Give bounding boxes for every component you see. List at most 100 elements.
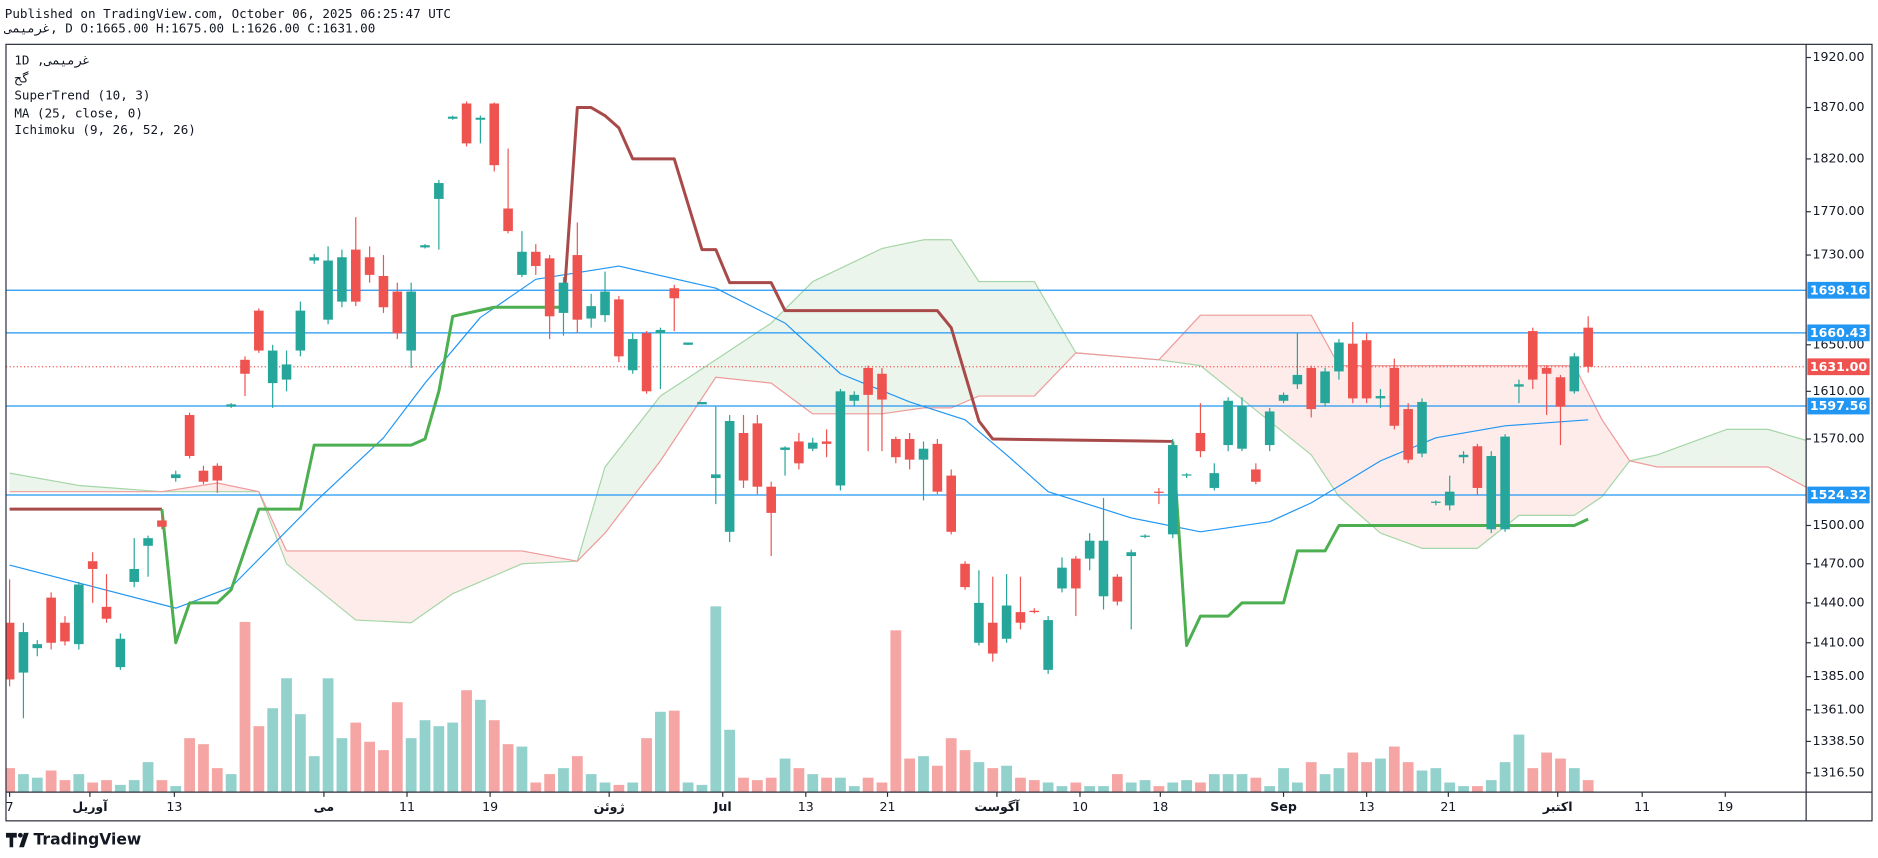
price-label-box — [1807, 397, 1870, 415]
volume-bar — [1458, 786, 1469, 793]
cloud-fill — [1200, 315, 1312, 455]
volume-bar — [1111, 774, 1123, 793]
volume-bar — [502, 744, 514, 793]
cloud-fill — [923, 239, 952, 408]
candle-body — [74, 584, 84, 645]
volume-bar — [488, 720, 500, 793]
volume-bar — [239, 621, 251, 793]
x-tick-label: 13 — [1359, 799, 1375, 814]
x-tick-label: 11 — [1634, 799, 1650, 814]
volume-bar — [45, 770, 57, 793]
y-tick-label: 1440.00 — [1813, 594, 1865, 609]
volume-bar — [876, 782, 888, 793]
volume-bar — [696, 784, 708, 793]
y-tick-label: 1470.00 — [1813, 555, 1865, 570]
candle-body — [5, 622, 15, 680]
candle-body — [1375, 396, 1386, 399]
candle-body — [1486, 456, 1497, 530]
frame — [5, 43, 1873, 822]
candle-body — [1555, 377, 1566, 407]
candle-body — [503, 208, 513, 232]
candle-body — [627, 339, 638, 371]
y-tick-label: 1570.00 — [1813, 431, 1865, 446]
volume-bar — [682, 782, 694, 793]
volume-bar — [835, 777, 846, 793]
moving-average — [9, 265, 1589, 609]
x-tick-label: Jul — [713, 799, 732, 814]
volume-bar — [1042, 782, 1054, 793]
candle-body — [614, 299, 624, 357]
volume-bar — [1388, 746, 1400, 793]
candle-body — [586, 306, 596, 319]
supertrend — [1171, 441, 1589, 647]
volume-bar — [1430, 768, 1442, 793]
candle-body — [780, 447, 790, 450]
candle-body — [683, 342, 693, 345]
volume-bar — [807, 774, 819, 793]
candle-body — [1057, 567, 1067, 589]
price-pane — [5, 101, 1807, 793]
legend: 1D ,غرمیمی گح SuperTrend (10, 3) MA (25,… — [14, 53, 195, 138]
candle-body — [600, 291, 610, 316]
volume-bar — [1250, 777, 1262, 793]
candle-body — [517, 251, 527, 275]
candle-body — [447, 116, 458, 119]
cloud-fill — [1574, 365, 1603, 516]
volume-bar — [918, 756, 929, 793]
candle-body — [1237, 405, 1247, 449]
brand-logo — [5, 832, 29, 848]
x-tick-label: 11 — [399, 799, 415, 814]
candle-body — [1140, 535, 1150, 537]
volume-bar — [1278, 768, 1289, 793]
candle-body — [1292, 374, 1303, 385]
candle-body — [904, 439, 915, 460]
candle-body — [1417, 401, 1427, 454]
candle-body — [987, 622, 998, 654]
candle-body — [129, 568, 140, 582]
candle-body — [1154, 491, 1164, 493]
candle-body — [946, 475, 956, 532]
cloud-fill — [771, 281, 813, 414]
candle-body — [143, 538, 153, 546]
candle-body — [420, 245, 430, 248]
price-label: 1524.32 — [1810, 487, 1867, 502]
candle-body — [295, 310, 306, 351]
y-tick-label: 1870.00 — [1813, 99, 1865, 114]
volume-bar — [447, 722, 459, 793]
candle-body — [1112, 576, 1123, 602]
candle-body — [309, 257, 320, 261]
y-tick-label: 1820.00 — [1813, 150, 1865, 165]
brand-name: TradingView — [34, 831, 142, 849]
candle-body — [157, 520, 167, 527]
candle-body — [364, 257, 375, 275]
candle-body — [32, 644, 43, 649]
volume-bar — [281, 678, 292, 793]
candle-body — [1195, 432, 1206, 452]
cloud-fill — [605, 396, 661, 534]
volume-bar — [1028, 780, 1040, 793]
candle-body — [711, 474, 721, 479]
candle-body — [1306, 367, 1317, 410]
legend-indicator: Ichimoku (9, 26, 52, 26) — [14, 122, 195, 137]
y-tick-label: 1410.00 — [1813, 634, 1865, 649]
volume-bar — [848, 786, 860, 793]
axes: 1920.001870.001820.001770.001730.001650.… — [6, 49, 1870, 814]
volume-bar — [571, 756, 583, 793]
candle-body — [752, 423, 763, 487]
volume-bar — [904, 758, 916, 793]
cloud-fill — [286, 550, 356, 621]
cloud-fill — [1629, 454, 1658, 467]
candle-body — [406, 291, 416, 351]
volume-bar — [558, 768, 569, 793]
volume-bar — [1527, 768, 1539, 793]
x-tick-label: می — [314, 799, 334, 814]
candle-body — [655, 329, 666, 334]
x-tick-label: اکتبر — [1542, 799, 1573, 814]
candle-body — [1015, 612, 1026, 623]
candle-body — [461, 103, 472, 144]
candle-body — [1431, 501, 1441, 503]
volume-bar — [585, 774, 597, 793]
cloud-fill — [1768, 429, 1807, 488]
candle-body — [918, 448, 929, 460]
volume-bar — [668, 710, 680, 793]
